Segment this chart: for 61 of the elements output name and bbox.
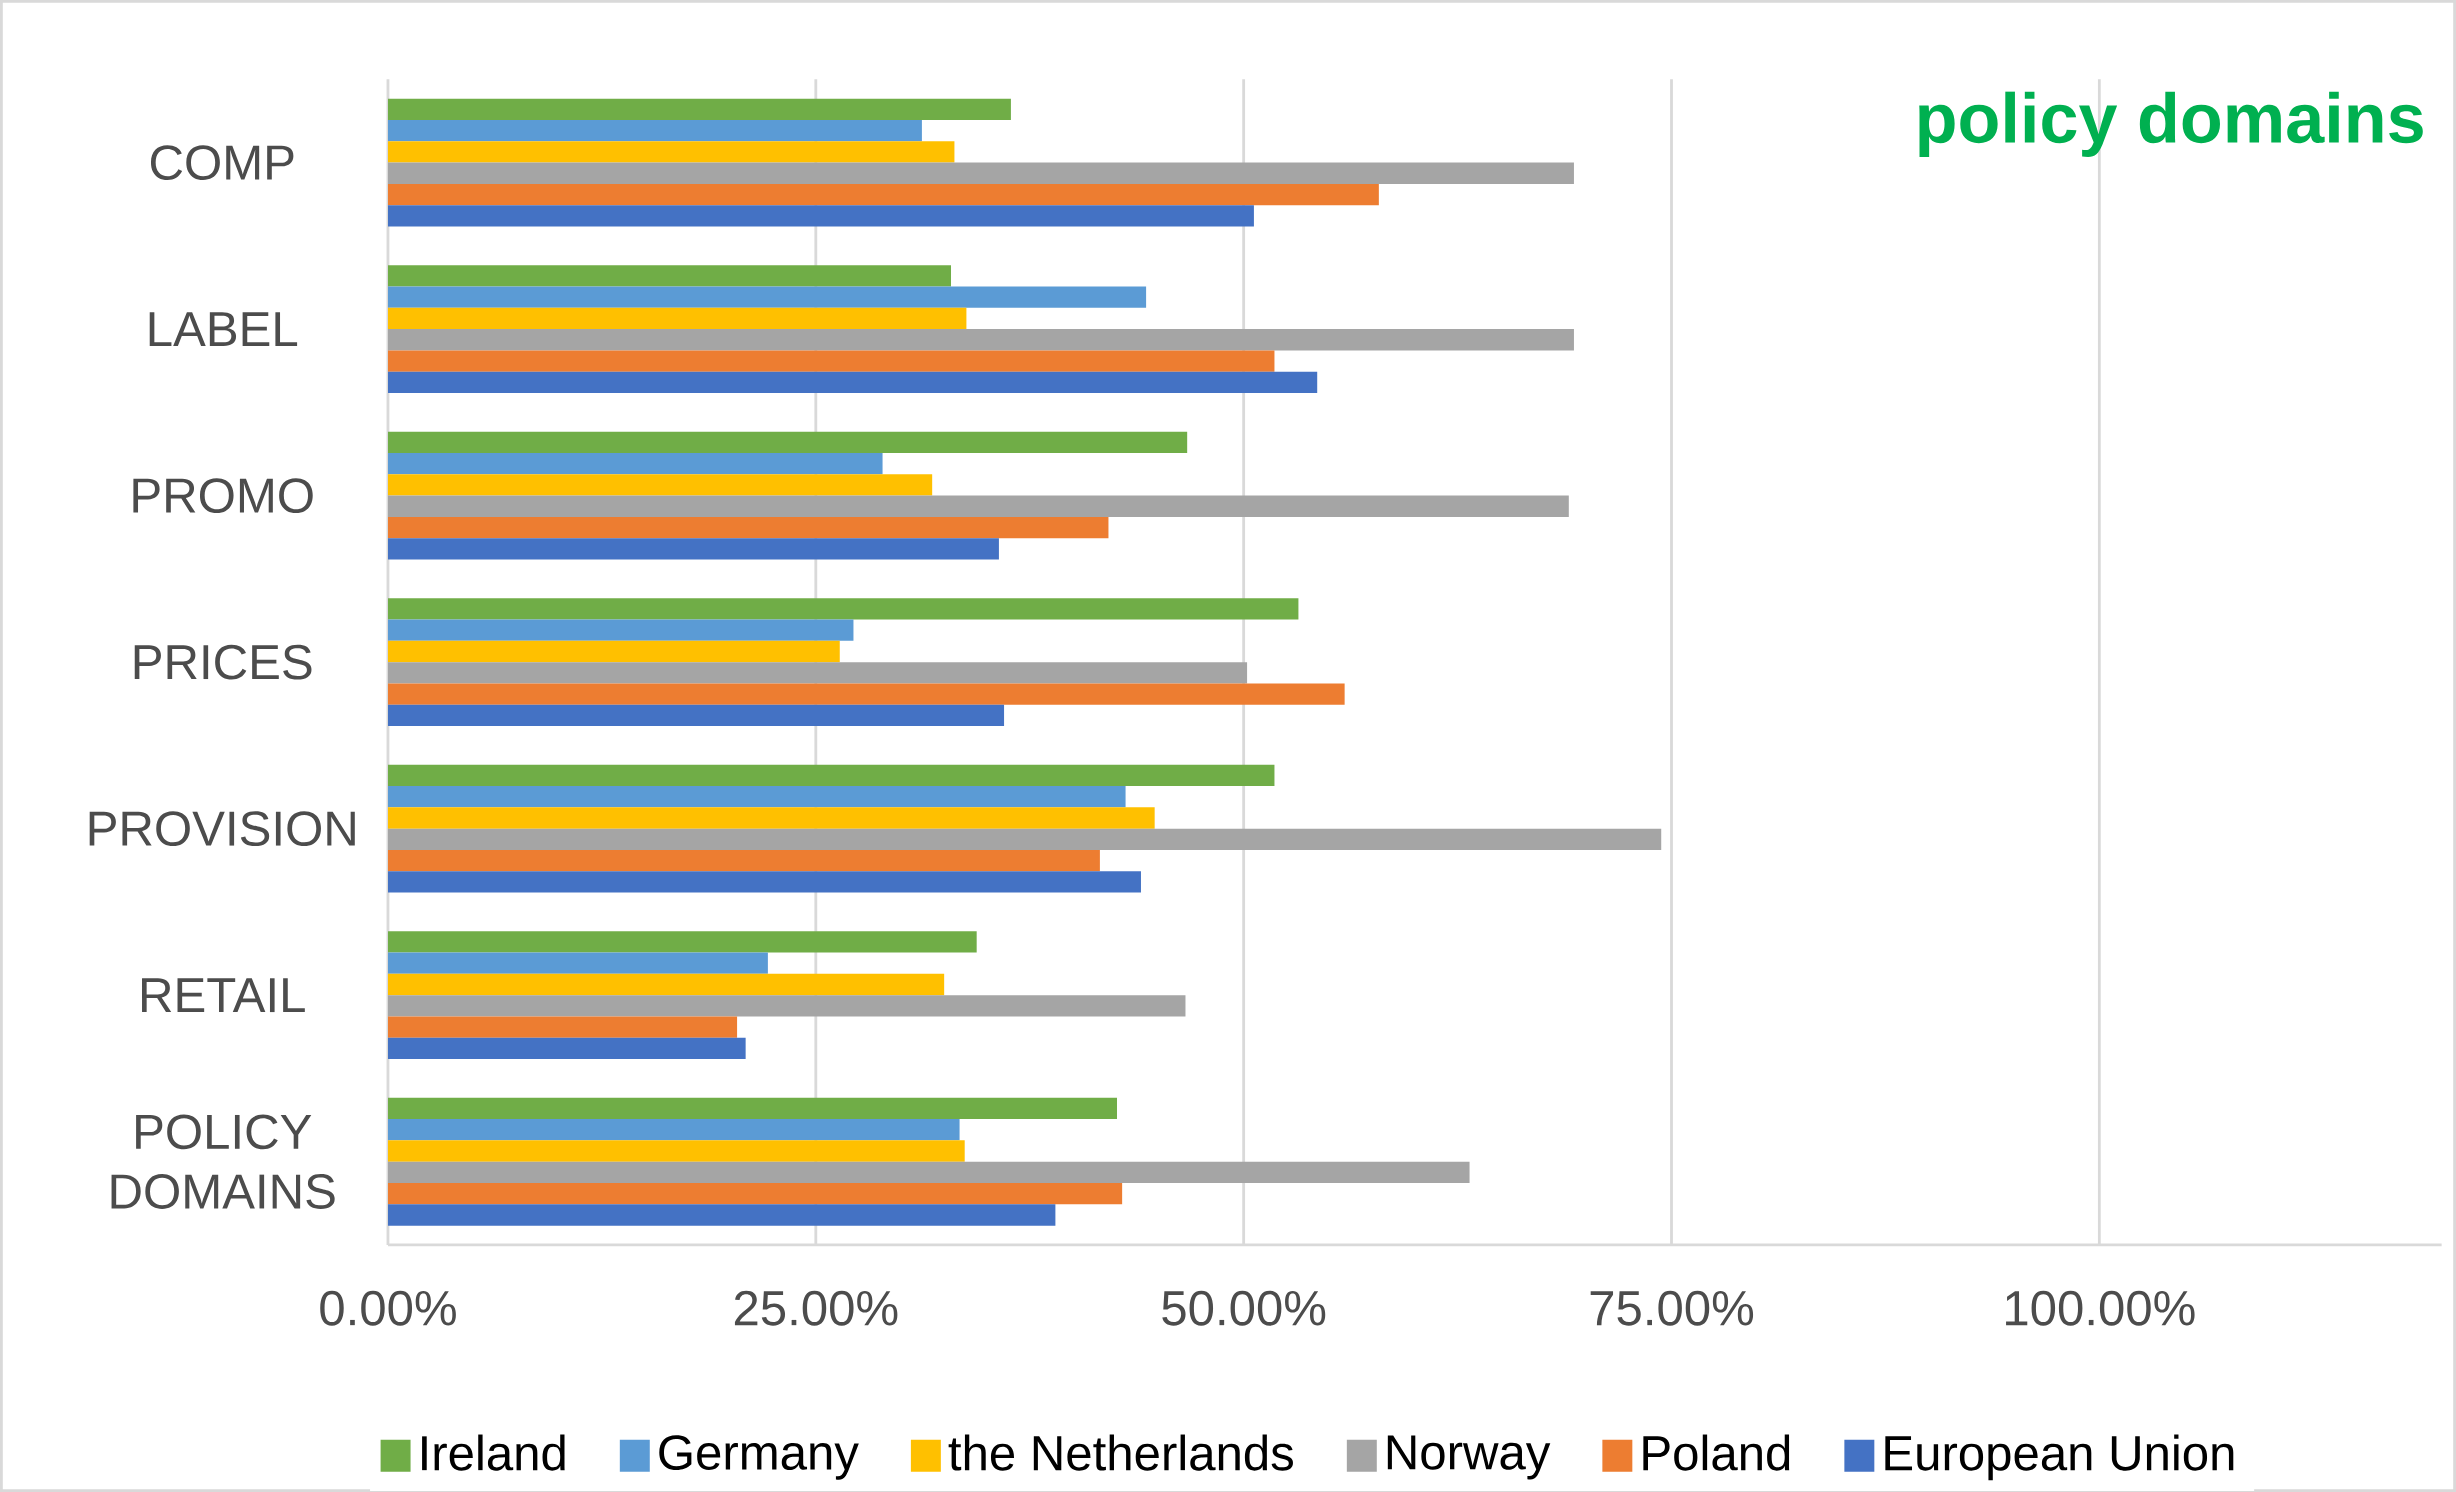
bar	[387, 141, 955, 163]
bar	[387, 973, 945, 996]
chart-title: policy domains	[1919, 91, 2423, 158]
y-tick-label: COMP	[150, 145, 294, 180]
bar	[387, 431, 1188, 453]
bar	[387, 828, 1662, 850]
bar	[387, 952, 768, 974]
x-tick-label: 50.00%	[1162, 1290, 1326, 1326]
bar	[387, 474, 933, 496]
bar	[387, 1140, 965, 1162]
bar	[387, 205, 1254, 227]
legend-label: Ireland	[422, 1434, 565, 1471]
y-tick-label: PROMO	[133, 478, 313, 513]
legend-label: Germany	[659, 1435, 859, 1480]
bar	[387, 662, 1248, 684]
x-tick-label: 0.00%	[320, 1290, 456, 1326]
y-tick-label: RETAIL	[142, 978, 305, 1013]
bar	[387, 1161, 1470, 1183]
bar	[387, 640, 840, 663]
legend-label: European Union	[1885, 1434, 2234, 1481]
legend-label: the Netherlands	[948, 1434, 1293, 1471]
bar	[387, 871, 1141, 893]
bar	[387, 1016, 738, 1038]
bar	[387, 1182, 1123, 1205]
bar	[387, 931, 977, 953]
bar	[387, 329, 1574, 351]
bar	[387, 307, 967, 330]
bar	[387, 807, 1155, 829]
y-tick-label: PRICES	[134, 644, 312, 680]
bar	[387, 1119, 960, 1141]
bar	[387, 162, 1574, 184]
x-tick-label: 25.00%	[734, 1290, 898, 1326]
bar	[387, 286, 1147, 308]
y-tick-label: LABEL	[149, 312, 298, 346]
y-tick-label: PROVISION	[89, 811, 355, 847]
bar	[387, 1204, 1056, 1226]
bar	[387, 849, 1100, 872]
bar	[387, 1097, 1118, 1120]
bar	[387, 265, 952, 287]
bar	[387, 371, 1318, 394]
bar	[387, 350, 1275, 372]
bar	[387, 619, 854, 641]
bar	[387, 764, 1275, 786]
bar	[387, 183, 1379, 206]
bar	[387, 995, 1186, 1017]
legend-label: Norway	[1387, 1435, 1551, 1480]
bar	[387, 452, 883, 475]
bar	[387, 785, 1126, 808]
bar	[387, 516, 1109, 539]
y-tick-label: POLICY DOMAINS	[111, 1114, 335, 1209]
bar	[387, 1037, 746, 1060]
bar	[387, 119, 922, 142]
bar	[387, 495, 1569, 517]
bar	[387, 538, 999, 560]
bar	[387, 683, 1345, 705]
x-tick-label: 75.00%	[1590, 1290, 1754, 1326]
legend-label: Poland	[1643, 1434, 1790, 1471]
x-tick-label: 100.00%	[2006, 1290, 2195, 1326]
bar	[387, 704, 1005, 727]
bar	[387, 98, 1011, 120]
bar	[387, 598, 1299, 620]
